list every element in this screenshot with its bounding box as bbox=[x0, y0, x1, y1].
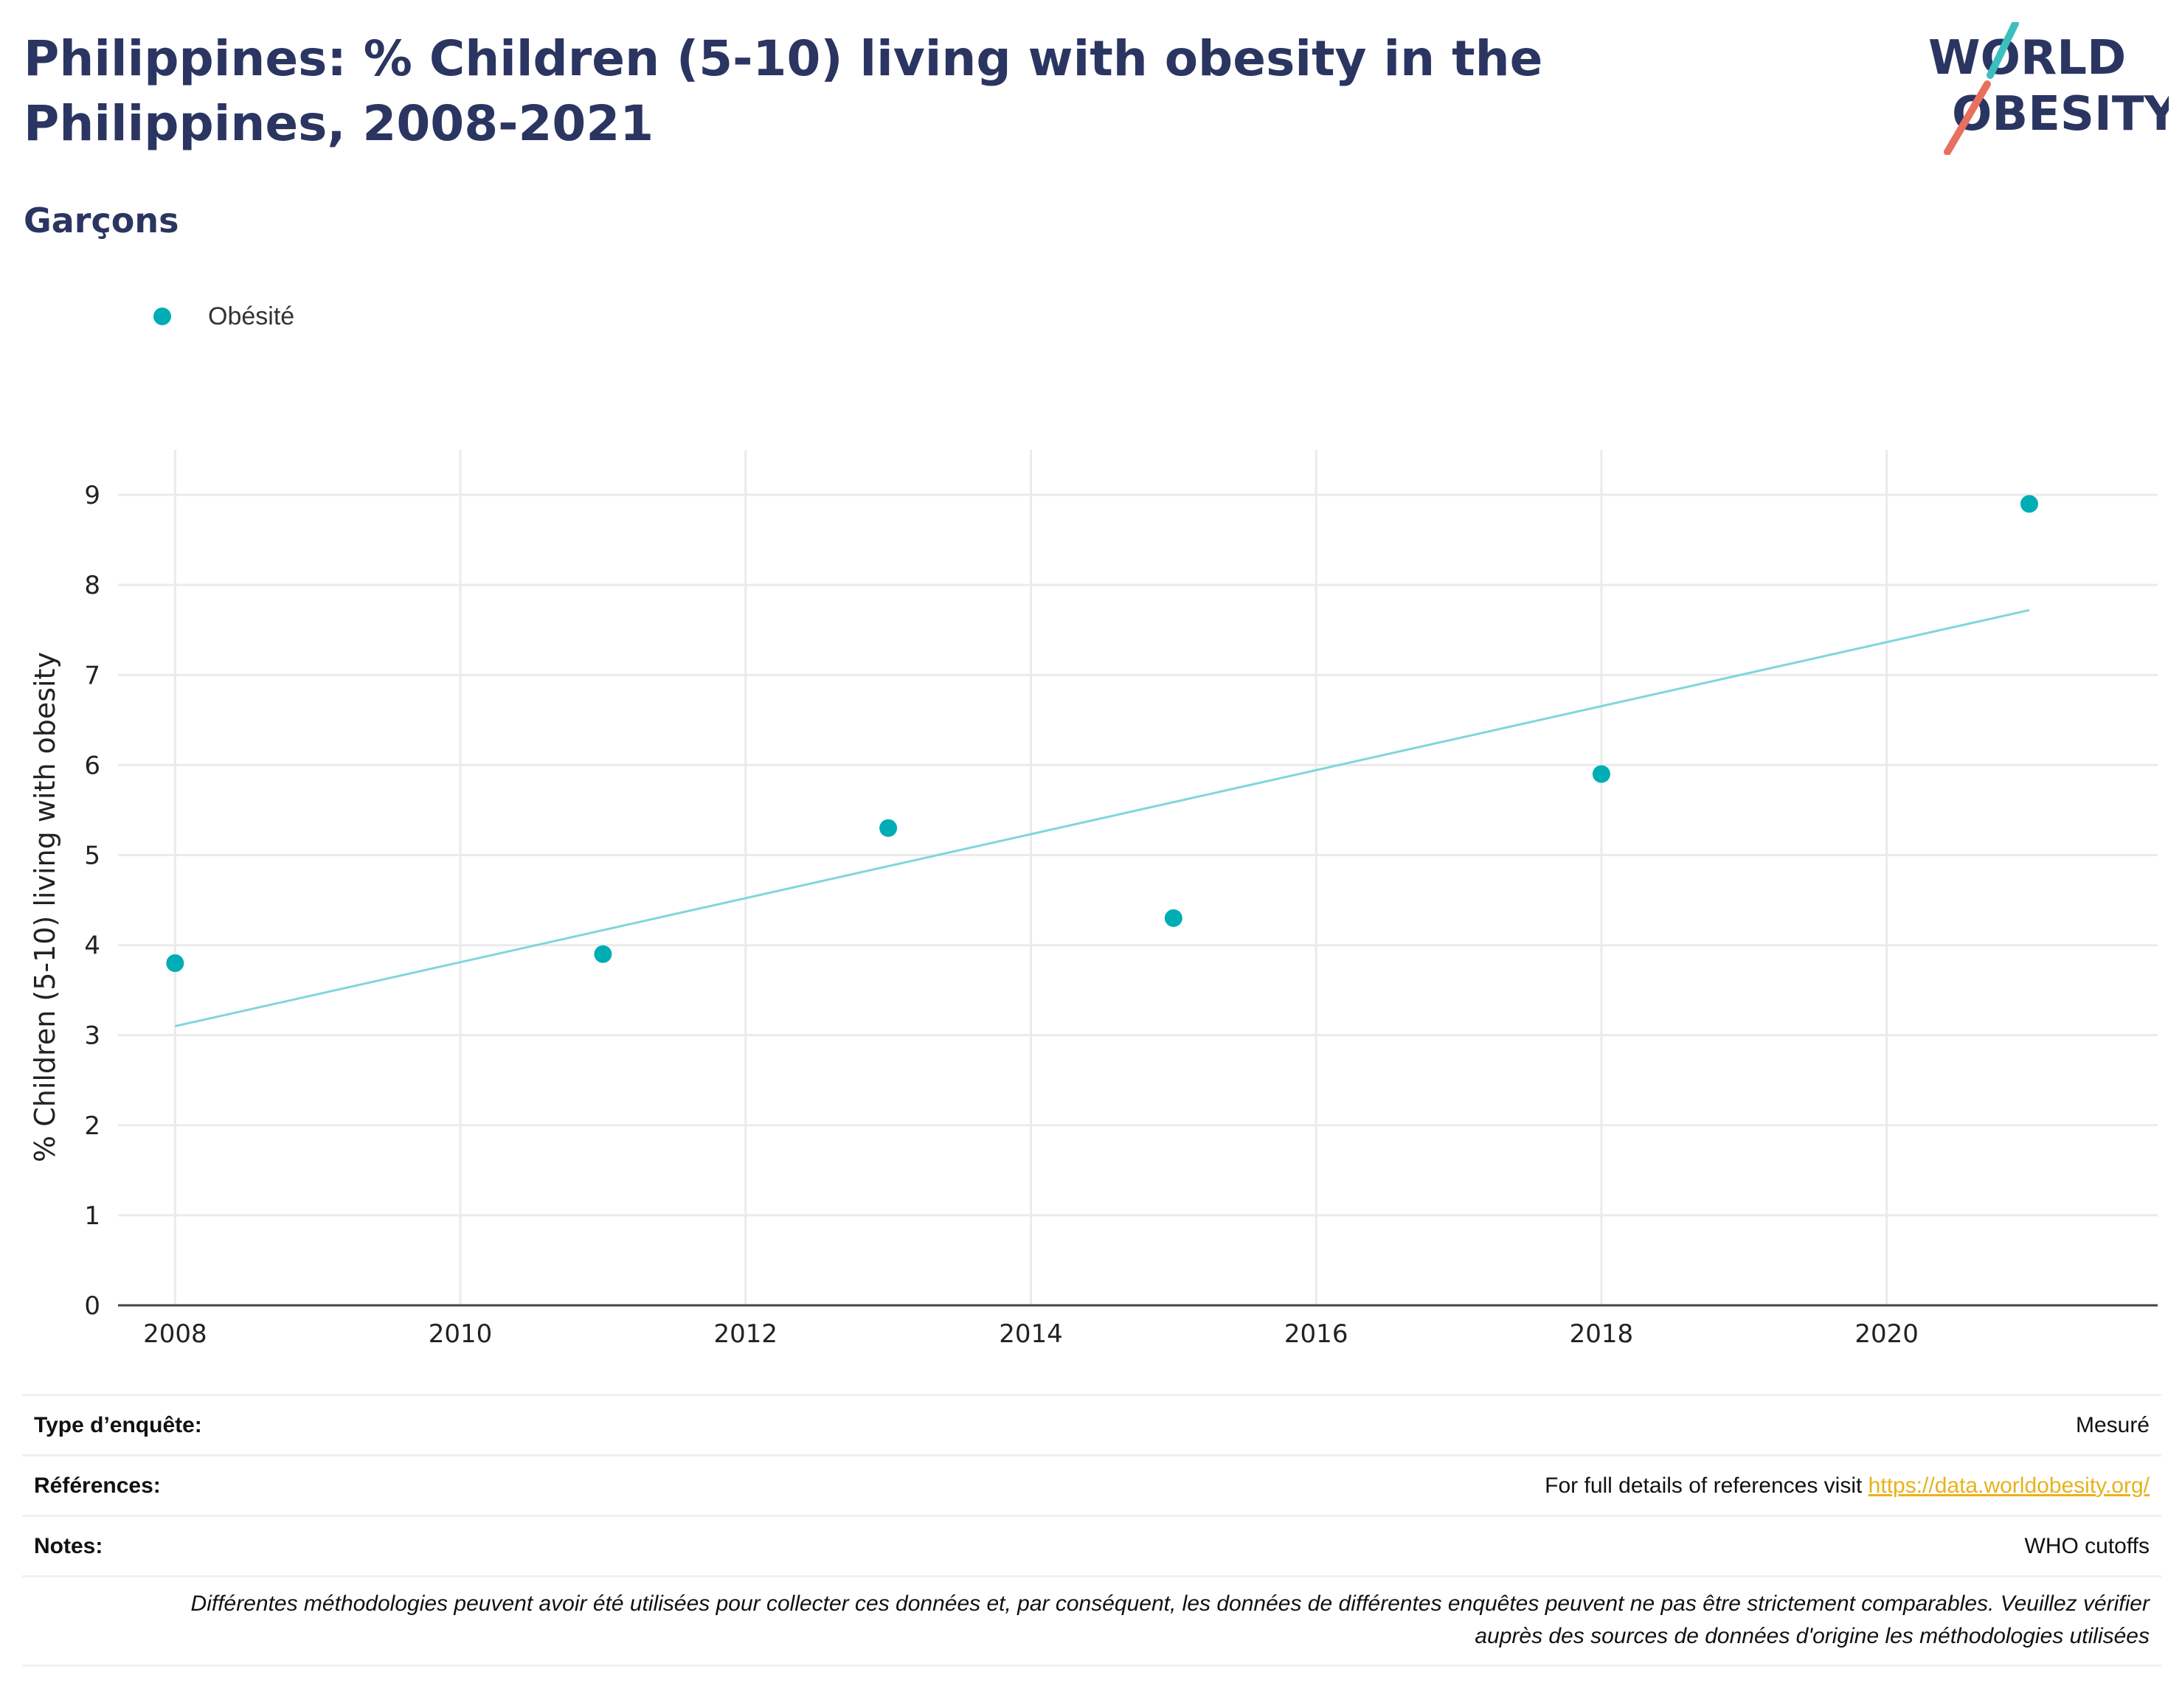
svg-text:WORLD: WORLD bbox=[1928, 31, 2126, 86]
x-tick-label: 2012 bbox=[714, 1319, 778, 1349]
references-row: Références: For full details of referenc… bbox=[22, 1454, 2161, 1515]
world-obesity-logo: WORLD OBESITY bbox=[1928, 22, 2169, 155]
references-link[interactable]: https://data.worldobesity.org/ bbox=[1868, 1473, 2150, 1498]
notes-row: Notes: WHO cutoffs bbox=[22, 1515, 2161, 1575]
survey-type-label: Type d’enquête: bbox=[34, 1412, 202, 1437]
svg-text:OBESITY: OBESITY bbox=[1952, 87, 2169, 142]
chart-metadata-table: Type d’enquête: Mesuré Références: For f… bbox=[22, 1394, 2161, 1667]
references-value: For full details of references visit htt… bbox=[1545, 1473, 2150, 1499]
data-point bbox=[2020, 495, 2038, 513]
y-tick-label: 0 bbox=[84, 1291, 100, 1321]
page-title: Philippines: % Children (5-10) living wi… bbox=[24, 30, 1543, 152]
data-point bbox=[1592, 765, 1610, 783]
x-tick-label: 2020 bbox=[1854, 1319, 1919, 1349]
methodology-disclaimer: Différentes méthodologies peuvent avoir … bbox=[22, 1575, 2161, 1667]
x-tick-label: 2010 bbox=[429, 1319, 493, 1349]
survey-type-row: Type d’enquête: Mesuré bbox=[22, 1394, 2161, 1454]
legend-marker-obesite bbox=[153, 308, 171, 325]
chart-subtitle: Garçons bbox=[24, 201, 179, 240]
y-tick-label: 1 bbox=[84, 1201, 100, 1231]
y-axis-label: % Children (5-10) living with obesity bbox=[29, 652, 61, 1162]
data-point bbox=[594, 945, 612, 963]
y-tick-label: 4 bbox=[84, 931, 100, 961]
notes-label: Notes: bbox=[34, 1533, 103, 1558]
survey-type-value: Mesuré bbox=[2075, 1412, 2150, 1437]
references-text: For full details of references visit bbox=[1545, 1473, 1868, 1498]
data-point bbox=[879, 819, 898, 837]
data-point bbox=[1164, 909, 1182, 927]
y-tick-label: 8 bbox=[84, 571, 100, 600]
x-tick-label: 2016 bbox=[1284, 1319, 1348, 1349]
y-tick-label: 6 bbox=[84, 751, 100, 780]
y-tick-label: 2 bbox=[84, 1111, 100, 1141]
chart-legend[interactable]: Obésité bbox=[153, 298, 294, 335]
y-tick-label: 7 bbox=[84, 661, 100, 690]
x-tick-label: 2008 bbox=[143, 1319, 207, 1349]
scatter-chart: 0 1 2 3 4 5 6 7 8 9 2008 2010 2012 2014 2016 2018 2020 % … bbox=[29, 450, 2158, 1349]
y-tick-label: 5 bbox=[84, 841, 100, 870]
x-tick-label: 2014 bbox=[999, 1319, 1063, 1349]
legend-label-obesite: Obésité bbox=[208, 302, 295, 330]
y-tick-label: 3 bbox=[84, 1021, 100, 1051]
trendline bbox=[175, 608, 2030, 1027]
references-label: Références: bbox=[34, 1473, 161, 1498]
x-tick-label: 2018 bbox=[1570, 1319, 1634, 1349]
y-tick-label: 9 bbox=[84, 481, 100, 510]
notes-value: WHO cutoffs bbox=[2024, 1533, 2150, 1558]
data-point bbox=[166, 954, 184, 972]
